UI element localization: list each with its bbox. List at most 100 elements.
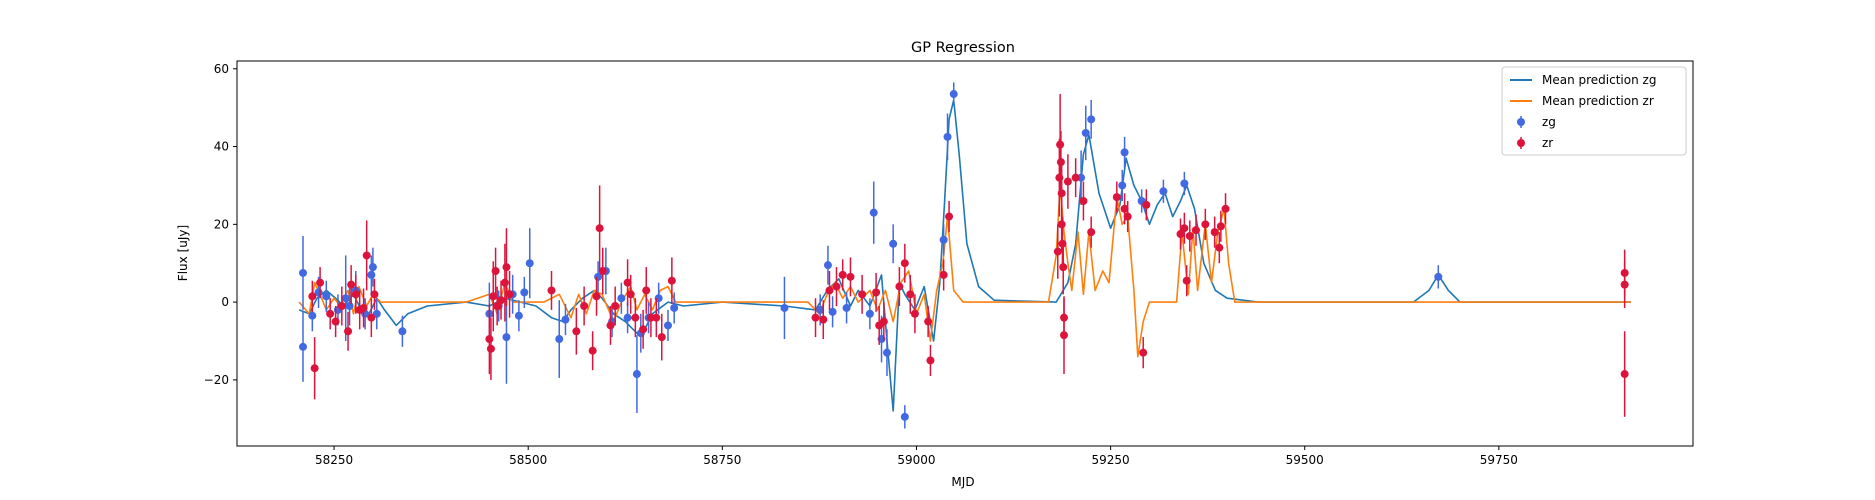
point-zr-53 (906, 290, 915, 299)
point-zr-85 (1215, 243, 1224, 252)
point-zr-7 (347, 280, 356, 289)
point-zr-12 (367, 313, 376, 322)
point-zr-73 (1112, 193, 1121, 202)
x-tick-label: 59250 (1092, 453, 1130, 467)
point-zr-54 (910, 309, 919, 318)
point-zr-14 (485, 335, 494, 344)
point-zg-22 (561, 315, 570, 324)
point-zr-57 (939, 270, 948, 279)
point-zr-68 (1060, 331, 1069, 340)
point-zg-10 (367, 270, 376, 279)
point-zr-34 (631, 313, 640, 322)
point-zg-26 (617, 294, 626, 303)
point-zg-49 (1081, 128, 1090, 137)
legend-marker-zg (1517, 118, 1525, 126)
point-zr-40 (667, 276, 676, 285)
point-zg-43 (889, 239, 898, 248)
point-zr-31 (611, 302, 620, 310)
point-zr-81 (1185, 232, 1194, 240)
point-zr-5 (337, 302, 346, 310)
point-zr-69 (1063, 177, 1072, 186)
point-zr-48 (872, 288, 881, 297)
point-zr-70 (1071, 173, 1080, 182)
point-zr-24 (572, 327, 581, 336)
y-axis-label: Flux [uJy] (176, 225, 190, 281)
x-tick-label: 58250 (315, 453, 353, 467)
point-zr-80 (1182, 276, 1191, 285)
point-zg-2 (308, 311, 317, 320)
point-zr-51 (895, 282, 904, 291)
x-tick-label: 58500 (509, 453, 547, 467)
y-tick-label: 40 (214, 140, 229, 154)
point-zg-56 (1434, 272, 1443, 281)
point-zr-18 (493, 302, 502, 310)
legend-label-mean-prediction-zg: Mean prediction zg (1542, 73, 1656, 87)
point-zr-77 (1142, 200, 1151, 209)
x-tick-label: 59000 (897, 453, 935, 467)
point-zr-89 (1620, 280, 1629, 289)
y-tick-label: −20 (204, 373, 229, 387)
point-zg-0 (299, 268, 308, 277)
point-zg-38 (842, 303, 851, 312)
point-zr-56 (926, 356, 935, 365)
point-zr-41 (811, 313, 820, 322)
point-zr-71 (1079, 197, 1088, 205)
point-zr-23 (547, 286, 556, 295)
point-zr-84 (1210, 228, 1219, 237)
point-zr-86 (1216, 222, 1225, 231)
point-zg-21 (555, 335, 564, 344)
point-zg-51 (1118, 181, 1127, 190)
y-tick-label: 60 (214, 62, 229, 76)
point-zr-19 (497, 296, 506, 305)
point-zg-27 (623, 313, 632, 322)
point-zr-59 (1053, 247, 1062, 256)
legend: Mean prediction zg Mean prediction zr zg zr (1501, 66, 1687, 156)
point-zg-42 (882, 348, 891, 357)
point-zr-44 (832, 282, 841, 291)
point-zr-22 (505, 290, 514, 299)
legend-box (1501, 66, 1687, 156)
legend-label-zr: zr (1542, 136, 1553, 150)
point-zg-47 (949, 90, 958, 99)
point-zr-52 (900, 259, 909, 268)
point-zr-45 (838, 270, 847, 279)
point-zr-26 (588, 346, 597, 355)
point-zg-6 (341, 294, 350, 303)
point-zr-27 (592, 292, 601, 301)
point-zr-28 (595, 224, 604, 233)
x-tick-label: 58750 (703, 453, 741, 467)
point-zr-62 (1056, 158, 1065, 167)
point-zr-13 (370, 290, 379, 299)
y-tick-label: 20 (214, 217, 229, 231)
point-zr-65 (1058, 239, 1067, 248)
point-zr-64 (1057, 220, 1066, 229)
point-zr-46 (846, 272, 855, 281)
x-tick-label: 59500 (1286, 453, 1324, 467)
point-zr-90 (1620, 370, 1629, 379)
point-zg-13 (398, 327, 407, 336)
point-zr-72 (1087, 228, 1096, 237)
point-zr-1 (310, 364, 319, 373)
point-zg-44 (900, 412, 909, 421)
point-zg-39 (865, 309, 874, 318)
point-zg-40 (869, 208, 878, 217)
point-zg-28 (632, 370, 641, 379)
point-zg-20 (525, 259, 534, 268)
point-zg-52 (1120, 148, 1129, 157)
point-zr-21 (502, 263, 511, 272)
point-zg-50 (1087, 115, 1096, 124)
point-zr-39 (657, 333, 666, 342)
point-zr-47 (858, 290, 867, 299)
x-tick-label: 59750 (1480, 453, 1518, 467)
chart-title: GP Regression (911, 40, 1015, 56)
legend-marker-zr (1517, 139, 1525, 147)
axes: 58250 58500 58750 59000 59250 59500 59750 −20 0 2… (204, 60, 1694, 467)
point-zr-50 (879, 317, 888, 326)
point-zr-76 (1139, 348, 1148, 357)
point-zg-32 (663, 321, 672, 330)
point-zr-61 (1056, 140, 1065, 149)
point-zr-42 (819, 315, 828, 324)
point-zr-55 (924, 317, 933, 326)
point-zg-18 (514, 311, 523, 320)
point-zr-43 (825, 286, 834, 295)
